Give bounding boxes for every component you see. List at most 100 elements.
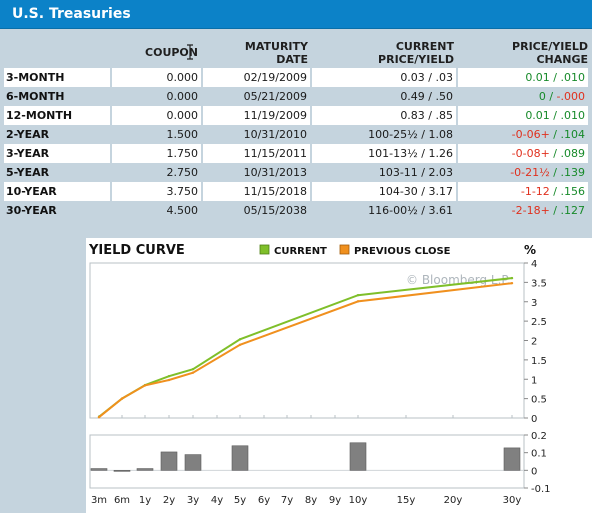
change-cell: 0 / -.000 <box>458 87 588 106</box>
column-header-change-line1: PRICE/YIELD <box>512 40 588 53</box>
legend-label-previous: PREVIOUS CLOSE <box>354 246 451 257</box>
x-tick-label: 15y <box>397 495 416 506</box>
maturity-cell: 11/15/2018 <box>203 182 310 201</box>
column-header-price-line1: CURRENT <box>395 40 454 53</box>
column-header-maturity-line1: MATURITY <box>244 40 308 53</box>
maturity-cell: 10/31/2013 <box>243 166 307 179</box>
x-tick-label: 8y <box>305 495 317 506</box>
coupon-cell: 1.750 <box>112 144 201 163</box>
table-row: 3-MONTH 0.000 02/19/2009 0.03 / .03 0.01… <box>4 68 588 87</box>
series-point-previous-close <box>356 300 360 303</box>
row-label: 2-YEAR <box>6 128 50 141</box>
row-label: 30-YEAR <box>6 204 57 217</box>
table-row: 3-YEAR 1.750 11/15/2011 101-13½ / 1.26 -… <box>4 144 588 163</box>
y-tick-label: 0.5 <box>531 395 547 406</box>
y-tick-label: 1.5 <box>531 356 547 367</box>
change-yield: / .104 <box>549 128 585 141</box>
column-header-price-line2: PRICE/YIELD <box>378 53 454 66</box>
x-tick-label: 10y <box>349 495 368 506</box>
change-cell: -2-18+ / .127 <box>458 201 588 220</box>
coupon-cell: 0.000 <box>112 106 201 125</box>
series-point-current <box>238 338 242 341</box>
bar-plot-frame <box>89 434 525 489</box>
change-cell: -1-12 / .156 <box>458 182 588 201</box>
x-tick-label: 6m <box>114 495 130 506</box>
y-tick-label: 3.5 <box>531 278 547 289</box>
change-bar <box>136 468 154 471</box>
change-yield: / .127 <box>549 204 585 217</box>
row-label: 3-MONTH <box>4 68 110 87</box>
change-cell: -0-08+ / .089 <box>458 144 588 163</box>
series-point-previous-close <box>191 371 195 374</box>
y-tick-label: 4 <box>531 259 537 270</box>
change-bar <box>349 442 367 471</box>
x-tick-label: 20y <box>444 495 463 506</box>
y-tick-label: 0 <box>531 414 537 425</box>
change-price: -2-18+ <box>511 204 550 217</box>
bar-y-tick-label: 0 <box>531 466 537 477</box>
change-cell: -0-06+ / .104 <box>458 125 588 144</box>
series-point-previous-close <box>238 343 242 346</box>
x-tick-label: 30y <box>503 495 522 506</box>
price-yield-cell: 0.49 / .50 <box>400 90 453 103</box>
column-header-change-line2: CHANGE <box>536 53 588 66</box>
price-yield-cell: 101-13½ / 1.26 <box>312 144 456 163</box>
maturity-cell: 11/15/2011 <box>203 144 310 163</box>
legend-swatch-previous <box>339 244 350 255</box>
series-line-previous-close <box>98 282 513 418</box>
x-tick-label: 9y <box>329 495 341 506</box>
column-header-maturity-line2: DATE <box>276 53 308 66</box>
row-label: 3-YEAR <box>4 144 110 163</box>
x-tick-label: 6y <box>258 495 270 506</box>
y-tick-label: 2.5 <box>531 317 547 328</box>
column-header-change: PRICE/YIELD CHANGE <box>460 40 588 66</box>
series-point-current <box>191 367 195 371</box>
price-yield-cell: 0.83 / .85 <box>312 106 456 125</box>
maturity-cell: 10/31/2010 <box>243 128 307 141</box>
legend-swatch-current <box>259 244 270 255</box>
column-header-maturity: MATURITY DATE <box>206 40 308 66</box>
series-point-current <box>510 276 514 280</box>
chart-title: YIELD CURVE <box>88 243 185 258</box>
x-axis: 3m 6m 1y 2y 3y 4y 5y 6y 7y 8y 9y 10y 15y 20y 30y <box>91 495 521 506</box>
line-plot-area: 0 0.5 1 1.5 2 2.5 3 3.5 4 <box>89 259 547 425</box>
bar-y-tick-label: 0.1 <box>531 449 547 460</box>
y-axis-unit: % <box>524 243 536 257</box>
maturity-cell: 11/19/2009 <box>203 106 310 125</box>
price-yield-cell: 116-00½ / 3.61 <box>368 204 453 217</box>
series-point-previous-close <box>143 384 147 387</box>
change-cell: 0.01 / .010 <box>458 68 588 87</box>
series-point-previous-close <box>510 281 514 285</box>
coupon-cell: 4.500 <box>166 204 199 217</box>
x-tick-label: 3m <box>91 495 107 506</box>
yield-curve-panel: YIELD CURVE CURRENT PREVIOUS CLOSE % © B… <box>86 238 592 513</box>
chart-legend: YIELD CURVE CURRENT PREVIOUS CLOSE % <box>88 243 536 258</box>
x-tick-label: 3y <box>187 495 199 506</box>
watermark: © Bloomberg L.P. <box>406 273 511 287</box>
text-cursor-icon <box>187 44 193 60</box>
change-cell: 0.01 / .010 <box>458 106 588 125</box>
page-title: U.S. Treasuries <box>12 6 131 22</box>
legend-label-current: CURRENT <box>274 246 327 257</box>
bar-plot-area: 0.2 0.1 0 -0.1 <box>89 431 551 495</box>
change-yield: -.000 <box>556 90 585 103</box>
series-point-previous-close <box>120 397 124 400</box>
coupon-cell: 0.000 <box>112 68 201 87</box>
column-header-price-yield: CURRENT PRICE/YIELD <box>314 40 454 66</box>
change-bar <box>113 470 131 472</box>
y-tick-label: 2 <box>531 337 537 348</box>
coupon-cell: 0.000 <box>166 90 199 103</box>
series-point-current <box>167 374 171 378</box>
change-cell: -0-21½ / .139 <box>458 163 588 182</box>
column-header-coupon: COUPON <box>145 46 198 59</box>
price-yield-cell: 104-30 / 3.17 <box>312 182 456 201</box>
change-yield: / .156 <box>549 185 585 198</box>
change-price: -0-06+ <box>511 128 550 141</box>
row-label: 12-MONTH <box>4 106 110 125</box>
change-yield: / .089 <box>549 147 585 160</box>
x-tick-label: 7y <box>281 495 293 506</box>
row-label: 5-YEAR <box>6 166 50 179</box>
table-row: 2-YEAR 1.500 10/31/2010 100-25½ / 1.08 -… <box>4 125 588 144</box>
change-price: 0 / <box>538 90 557 103</box>
series-point-previous-close <box>167 378 171 382</box>
